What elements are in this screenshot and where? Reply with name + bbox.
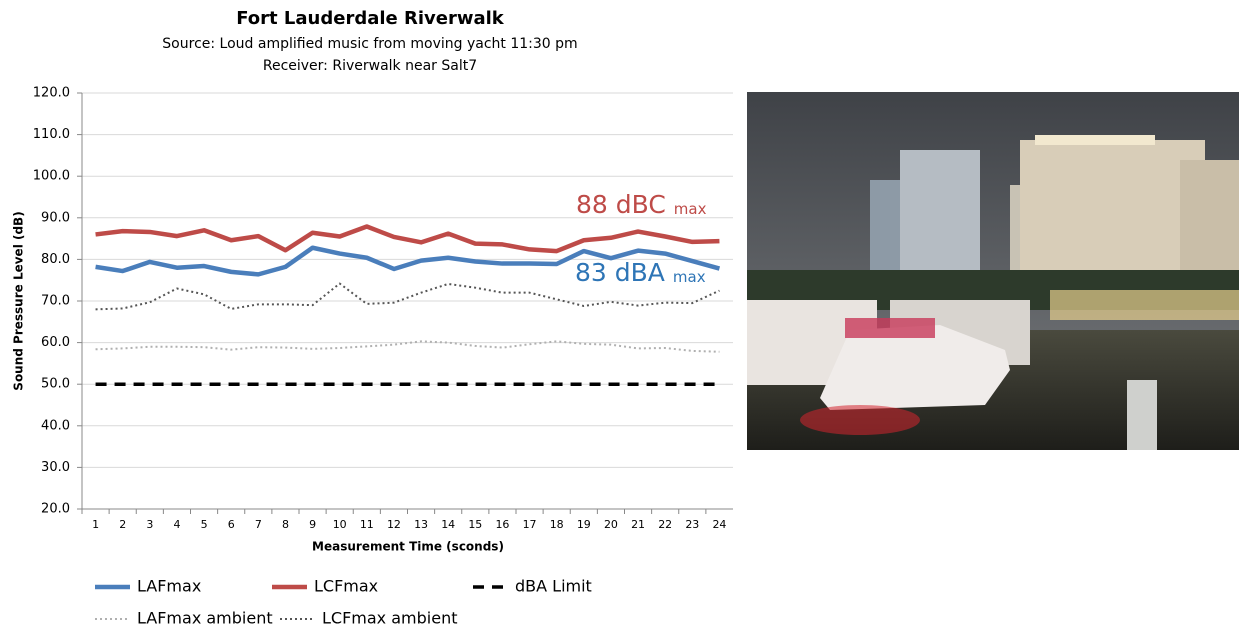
annotation-text: 88 dBC bbox=[576, 190, 666, 219]
series-line bbox=[95, 282, 720, 311]
chart-subtitle: Receiver: Riverwalk near Salt7 bbox=[263, 58, 477, 74]
series-line bbox=[95, 224, 720, 254]
legend-label: LCFmax ambient bbox=[322, 609, 457, 628]
x-tick-label: 24 bbox=[712, 518, 726, 531]
y-tick-label: 70.0 bbox=[41, 294, 70, 309]
x-tick-label: 1 bbox=[92, 518, 99, 531]
y-tick-label: 110.0 bbox=[33, 127, 70, 142]
y-tick-label: 40.0 bbox=[41, 418, 70, 433]
x-tick-label: 5 bbox=[201, 518, 208, 531]
y-tick-label: 100.0 bbox=[33, 169, 70, 184]
x-tick-label: 20 bbox=[604, 518, 618, 531]
x-axis-label: Measurement Time (sconds) bbox=[312, 540, 504, 554]
x-tick-label: 8 bbox=[282, 518, 289, 531]
x-tick-label: 18 bbox=[550, 518, 564, 531]
x-tick-label: 3 bbox=[146, 518, 153, 531]
chart-title: Fort Lauderdale Riverwalk bbox=[236, 8, 505, 29]
y-tick-label: 50.0 bbox=[41, 377, 70, 392]
x-tick-label: 22 bbox=[658, 518, 672, 531]
chart-subtitle: Source: Loud amplified music from moving… bbox=[162, 36, 577, 52]
x-tick-label: 4 bbox=[173, 518, 180, 531]
x-tick-label: 13 bbox=[414, 518, 428, 531]
annotation: 83 dBA max bbox=[575, 258, 706, 287]
annotation-text: 83 dBA bbox=[575, 258, 665, 287]
y-axis-label: Sound Pressure Level (dB) bbox=[12, 211, 26, 390]
x-tick-label: 2 bbox=[119, 518, 126, 531]
y-tick-label: 30.0 bbox=[41, 460, 70, 475]
photo bbox=[747, 92, 1239, 450]
annotation: 88 dBC max bbox=[576, 190, 707, 219]
y-tick-label: 90.0 bbox=[41, 210, 70, 225]
x-tick-label: 7 bbox=[255, 518, 262, 531]
annotation-sub: max bbox=[674, 200, 707, 218]
y-tick-label: 120.0 bbox=[33, 86, 70, 101]
x-tick-label: 21 bbox=[631, 518, 645, 531]
x-tick-label: 15 bbox=[468, 518, 482, 531]
x-tick-label: 11 bbox=[360, 518, 374, 531]
x-tick-label: 12 bbox=[387, 518, 401, 531]
y-tick-label: 20.0 bbox=[41, 502, 70, 517]
x-tick-label: 16 bbox=[495, 518, 509, 531]
legend: LAFmax LCFmax dBA Limit LAFmax ambient LCFma… bbox=[95, 577, 592, 628]
x-tick-label: 23 bbox=[685, 518, 699, 531]
x-tick-label: 9 bbox=[309, 518, 316, 531]
legend-label: LCFmax bbox=[314, 577, 378, 596]
legend-label: LAFmax ambient bbox=[137, 609, 273, 628]
legend-label: dBA Limit bbox=[515, 577, 592, 596]
series-line bbox=[95, 340, 720, 353]
x-tick-label: 6 bbox=[228, 518, 235, 531]
plot: 20.030.040.050.060.070.080.090.0100.0110… bbox=[33, 86, 733, 531]
x-tick-label: 10 bbox=[333, 518, 347, 531]
x-tick-label: 19 bbox=[577, 518, 591, 531]
y-tick-label: 60.0 bbox=[41, 335, 70, 350]
y-tick-label: 80.0 bbox=[41, 252, 70, 267]
x-tick-label: 14 bbox=[441, 518, 455, 531]
x-tick-label: 17 bbox=[523, 518, 537, 531]
annotation-sub: max bbox=[673, 268, 706, 286]
series-line bbox=[95, 245, 721, 277]
legend-label: LAFmax bbox=[137, 577, 201, 596]
